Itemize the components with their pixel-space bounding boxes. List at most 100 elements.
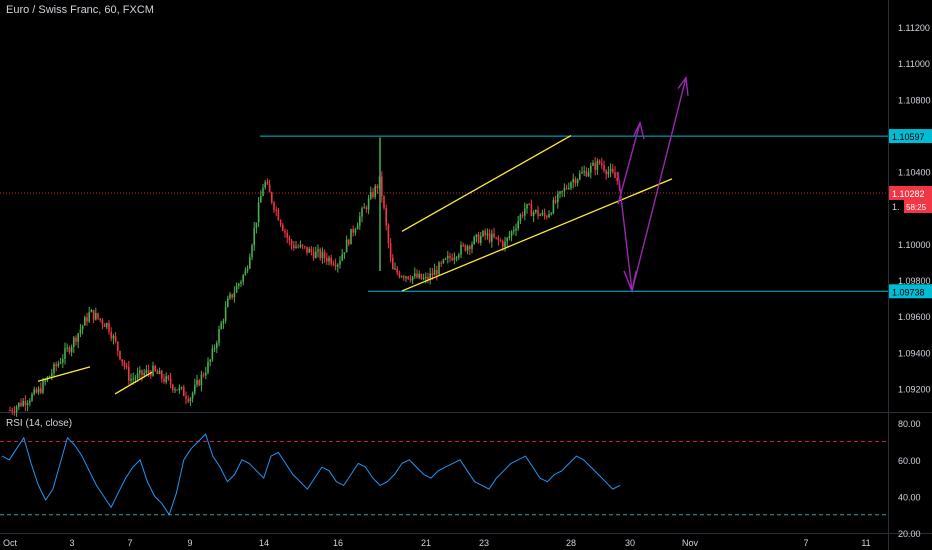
candle-body bbox=[255, 222, 258, 229]
candle-body bbox=[238, 283, 240, 286]
candle-body bbox=[224, 306, 227, 321]
candle-body bbox=[312, 252, 315, 259]
candle-body bbox=[524, 208, 526, 216]
candle-body bbox=[158, 370, 161, 374]
candle-body bbox=[257, 202, 260, 223]
candle-body bbox=[244, 270, 247, 276]
candle-body bbox=[396, 268, 398, 273]
candle-body bbox=[601, 163, 603, 166]
candle-body bbox=[9, 410, 11, 412]
candle-body bbox=[304, 246, 306, 248]
rsi-tick-label: 80.00 bbox=[898, 419, 921, 429]
candle-body bbox=[139, 370, 141, 374]
candle-body bbox=[154, 365, 156, 371]
candle-body bbox=[409, 278, 412, 281]
candle-body bbox=[572, 179, 574, 183]
candle-body bbox=[134, 378, 137, 380]
candle-body bbox=[455, 257, 458, 259]
candle-body bbox=[433, 269, 436, 276]
candle-body bbox=[207, 361, 209, 373]
candle-body bbox=[403, 276, 405, 278]
candle-body bbox=[535, 209, 537, 213]
candle-body bbox=[37, 388, 40, 393]
candle-body bbox=[339, 260, 341, 265]
candle-body bbox=[383, 196, 385, 208]
candle-body bbox=[486, 233, 489, 236]
candle-body bbox=[262, 187, 264, 197]
candle-body bbox=[220, 323, 222, 329]
price-tick-label: 1.10800 bbox=[898, 95, 931, 105]
candle-body bbox=[414, 273, 416, 277]
candle-body bbox=[112, 335, 115, 339]
candle-body bbox=[279, 220, 282, 225]
small-trendline bbox=[37, 366, 91, 382]
candle-body bbox=[422, 277, 425, 280]
candle-body bbox=[59, 362, 62, 364]
candle-body bbox=[284, 230, 286, 233]
candle-body bbox=[152, 365, 154, 376]
candle-body bbox=[528, 204, 530, 206]
candle-body bbox=[62, 359, 64, 363]
candle-body bbox=[473, 236, 475, 244]
candle-body bbox=[506, 237, 508, 242]
candle-body bbox=[222, 320, 225, 324]
channel-lower-line bbox=[401, 178, 673, 292]
candle-body bbox=[367, 198, 370, 210]
candle-body bbox=[376, 186, 379, 189]
candle-body bbox=[110, 331, 112, 339]
candle-body bbox=[136, 373, 139, 379]
candle-body bbox=[227, 298, 229, 307]
projection-up-line bbox=[617, 122, 641, 205]
price-tick-label: 1.09400 bbox=[898, 348, 931, 358]
candle-body bbox=[521, 214, 524, 216]
candle-body bbox=[242, 275, 244, 282]
candle-body bbox=[209, 359, 211, 362]
candle-body bbox=[348, 239, 350, 245]
candle-body bbox=[464, 245, 467, 251]
candle-body bbox=[337, 264, 339, 267]
candle-body bbox=[286, 232, 288, 238]
candle-body bbox=[117, 341, 119, 351]
candle-body bbox=[15, 406, 18, 412]
time-tick-label: Nov bbox=[682, 538, 699, 548]
price-tick-label: 1.10000 bbox=[898, 240, 931, 250]
candle-body bbox=[328, 257, 330, 262]
candle-body bbox=[288, 237, 291, 241]
candle-body bbox=[583, 171, 585, 173]
candle-body bbox=[570, 182, 572, 189]
projection-up-arrowhead bbox=[633, 120, 645, 140]
candle-body bbox=[31, 394, 33, 401]
candle-body bbox=[191, 392, 194, 399]
candle-body bbox=[48, 376, 51, 378]
candle-body bbox=[363, 207, 365, 209]
candle-body bbox=[264, 182, 266, 188]
time-tick-label: 21 bbox=[421, 538, 431, 548]
candle-body bbox=[596, 160, 599, 170]
candle-body bbox=[546, 216, 548, 218]
candle-body bbox=[84, 317, 86, 326]
time-tick-label: 28 bbox=[566, 538, 576, 548]
candle-body bbox=[477, 234, 480, 243]
candle-body bbox=[442, 259, 445, 263]
candle-body bbox=[24, 401, 27, 406]
candle-body bbox=[64, 348, 66, 360]
channel-upper-line bbox=[401, 134, 572, 232]
candle-body bbox=[92, 310, 95, 320]
candle-body bbox=[552, 200, 555, 214]
candle-body bbox=[246, 268, 249, 271]
countdown-box bbox=[904, 199, 932, 213]
time-tick-label: 16 bbox=[333, 538, 343, 548]
candle-body bbox=[449, 255, 451, 258]
candle-body bbox=[350, 228, 352, 245]
candle-body bbox=[198, 380, 200, 386]
candle-body bbox=[579, 173, 581, 180]
time-tick-label: 9 bbox=[187, 538, 192, 548]
candle-body bbox=[277, 210, 280, 221]
candle-body bbox=[235, 285, 238, 293]
candle-body bbox=[268, 184, 271, 193]
chart-title: Euro / Swiss Franc, 60, FXCM bbox=[6, 4, 154, 16]
candle-body bbox=[196, 380, 198, 385]
candle-body bbox=[469, 246, 471, 250]
candle-body bbox=[295, 246, 297, 249]
